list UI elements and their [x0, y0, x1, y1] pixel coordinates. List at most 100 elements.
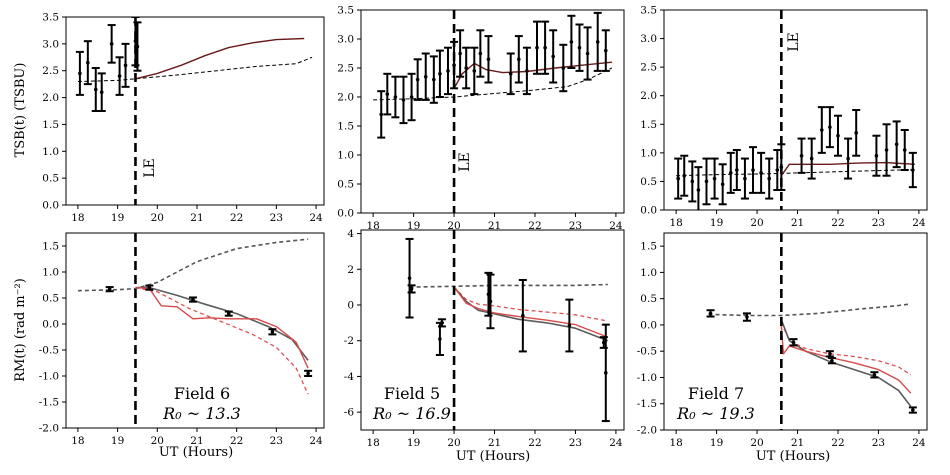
rm-field5-data-point	[518, 279, 527, 353]
rm-field6-ytick-label: 0.5	[42, 293, 59, 305]
rm-field5-data-point	[601, 323, 610, 423]
tsb-field5-data-point	[443, 46, 452, 96]
tsb-field6-panel: 0.0 0.5 1.0 1.5 2.0 2.5 3.0 3.5 18 19 20 21 22 23 24 LE	[42, 12, 325, 224]
tsb-field5-marker	[595, 40, 600, 44]
tsb-field7-frame	[663, 9, 928, 211]
tsb-field7-data-point	[872, 134, 881, 177]
tsb-field5-plot-area	[373, 11, 613, 139]
tsb-field5-data-point	[413, 58, 422, 101]
tsb-field5-baseline	[373, 67, 613, 101]
tsb-field5-panel: 0.0 0.5 1.0 1.5 2.0 2.5 3.0 3.5 18 19 20 21 22 23 24 LE	[337, 5, 625, 232]
rm-field6-xtick-label: 24	[309, 435, 323, 447]
tsb-field5-data-point	[429, 55, 438, 104]
rm-field7-ytick-label: -2.0	[637, 425, 657, 437]
rm-field5-marker	[440, 321, 444, 325]
tsb-field7-xtick-label: 20	[750, 217, 763, 229]
tsb-field6-model-line	[135, 37, 305, 80]
tsb-field5-data-point	[506, 52, 515, 96]
rm-field6-r0-label: R₀ ~ 13.3	[162, 404, 241, 423]
x-axis-label-field5: UT (Hours)	[456, 449, 530, 464]
tsb-field7-data-point	[765, 157, 774, 200]
tsb-field5-data-point	[391, 75, 400, 119]
tsb-field5-ytick-label: 3.0	[337, 34, 354, 46]
tsb-field7-data-point	[674, 157, 683, 200]
tsb-field6-marker	[93, 87, 98, 92]
tsb-field7-marker	[767, 176, 771, 181]
tsb-field7-panel: 0.0 0.5 1.0 1.5 2.0 2.5 3.0 3.5 18 19 20 21 22 23 24 LE	[640, 5, 928, 229]
rm-field6-ytick-label: 0.0	[42, 319, 59, 331]
tsb-field7-marker	[884, 148, 889, 152]
tsb-field7-marker	[751, 168, 755, 172]
rm-field7-marker	[830, 358, 834, 363]
tsb-field5-marker	[379, 112, 384, 117]
rm-field6-baseline	[77, 238, 309, 292]
rm-field7-ytick-label: -1.5	[637, 398, 657, 410]
tsb-field7-data-point	[710, 157, 719, 200]
tsb-field7-marker	[902, 148, 907, 152]
rm-field7-data-point	[825, 350, 834, 358]
tsb-field7-data-point	[807, 137, 816, 180]
rm-field7-ytick-label: 1.0	[640, 267, 657, 279]
rm-field5-marker	[486, 292, 491, 297]
tsb-field7-data-point	[688, 160, 697, 203]
tsb-field5-ytick-label: 3.5	[337, 5, 354, 17]
tsb-field7-data-point	[773, 149, 782, 191]
tsb-field5-marker	[543, 45, 547, 50]
rm-field5-ytick-label: 0	[347, 300, 354, 312]
tsb-field6-marker	[109, 42, 114, 46]
tsb-field6-ytick-label: 0.0	[42, 200, 59, 212]
tsb-field5-marker	[415, 77, 420, 82]
tsb-field7-xtick-label: 22	[831, 217, 844, 229]
rm-field5-ytick-label: -6	[344, 407, 355, 419]
tsb-field5-data-point	[601, 29, 610, 72]
tsb-field7-xtick-label: 23	[872, 217, 885, 229]
rm-field6-plot-area	[77, 238, 313, 395]
rm-field5-data-point	[405, 237, 414, 319]
tsb-field7-data-point	[825, 106, 834, 149]
tsb-field5-marker	[585, 51, 590, 56]
tsb-field7-ytick-label: 3.5	[640, 5, 657, 17]
tsb-field7-marker	[682, 173, 687, 178]
tsb-field7-ytick-label: 1.0	[640, 147, 657, 159]
tsb-field7-marker	[676, 176, 680, 181]
tsb-field5-marker	[525, 69, 529, 73]
rm-field5-data-point	[407, 284, 416, 294]
tsb-field5-data-point	[399, 75, 408, 125]
tsb-field6-xtick-label: 20	[151, 212, 164, 224]
tsb-field7-ytick-label: 2.5	[640, 62, 657, 74]
rm-field7-data-point	[870, 371, 879, 379]
rm-field5-xtick-label: 23	[569, 437, 582, 449]
rm-field6-xtick-label: 19	[111, 435, 124, 447]
tsb-field7-ytick-label: 0.5	[640, 176, 657, 188]
tsb-field7-ytick-label: 2.0	[640, 90, 657, 102]
tsb-field7-marker	[836, 133, 840, 138]
tsb-field7-marker	[828, 125, 832, 129]
rm-field5-data-point	[486, 273, 495, 330]
tsb-field7-ytick-label: 1.5	[640, 119, 657, 131]
tsb-field5-data-point	[383, 72, 392, 116]
rm-field6-panel: -2.0 -1.5 -1.0 -0.5 0.0 0.5 1.0 1.5 18 19 20 21 22 23…	[39, 232, 325, 447]
rm-field6-marker	[107, 287, 112, 291]
tsb-field5-data-point	[533, 20, 542, 75]
tsb-field7-data-point	[702, 157, 711, 206]
rm-field5-data-point	[435, 321, 444, 356]
tsb-field5-data-point	[583, 26, 592, 81]
rm-field7-ytick-label: 1.5	[640, 241, 657, 253]
rm-field7-ytick-label: -1.0	[637, 372, 657, 384]
tsb-field5-data-point	[484, 35, 493, 84]
rm-field7-xtick-label: 21	[791, 437, 804, 449]
tsb-field7-marker	[846, 156, 850, 161]
tsb-field5-data-point	[377, 90, 386, 139]
tsb-field6-marker	[99, 90, 104, 94]
rm-field7-model-gray	[780, 319, 912, 407]
rm-field5-ytick-label: -2	[344, 335, 354, 347]
tsb-field5-data-point	[522, 46, 531, 96]
tsb-field7-marker	[854, 131, 858, 135]
tsb-field7-data-point	[817, 106, 826, 154]
tsb-field5-xtick-label: 23	[569, 220, 582, 232]
rm-field6-ytick-label: 1.0	[42, 267, 59, 279]
tsb-field5-ytick-label: 0.5	[337, 179, 354, 191]
tsb-field7-marker	[911, 168, 915, 172]
tsb-field5-data-point	[549, 29, 558, 84]
tsb-field7-marker	[704, 179, 709, 184]
